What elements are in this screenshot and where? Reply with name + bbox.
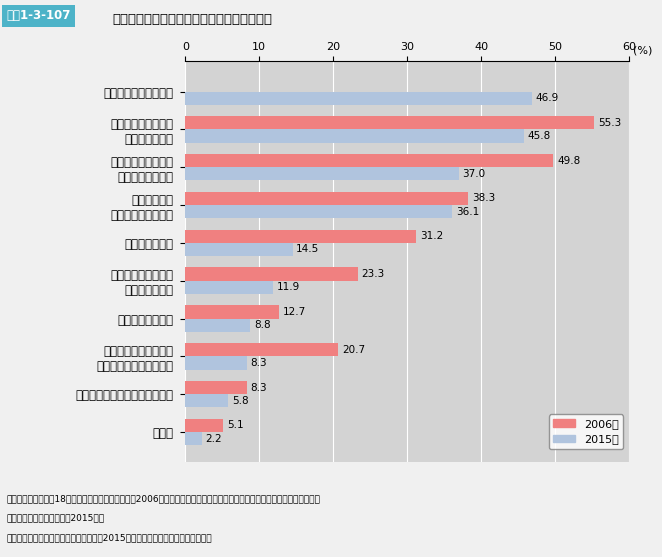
Bar <box>185 356 247 370</box>
Bar <box>185 343 338 356</box>
Text: 8.3: 8.3 <box>250 383 267 393</box>
Legend: 2006年, 2015年: 2006年, 2015年 <box>549 414 624 449</box>
Bar <box>185 167 459 180</box>
Text: 23.3: 23.3 <box>361 269 385 279</box>
Bar <box>185 243 293 256</box>
Text: 55.3: 55.3 <box>598 118 621 128</box>
Text: (%): (%) <box>633 46 652 56</box>
Text: 5.8: 5.8 <box>232 396 248 406</box>
Bar <box>185 116 594 129</box>
Bar <box>185 305 279 319</box>
Bar <box>185 154 553 167</box>
Text: 37.0: 37.0 <box>463 169 486 179</box>
Bar <box>185 319 250 332</box>
Text: 49.8: 49.8 <box>557 155 581 165</box>
Bar <box>185 91 532 105</box>
Text: 地域のつながりが弱くなっていると思う理由: 地域のつながりが弱くなっていると思う理由 <box>113 13 273 26</box>
Bar <box>185 205 452 218</box>
Text: 8.8: 8.8 <box>254 320 271 330</box>
Text: 20.7: 20.7 <box>342 345 365 355</box>
Bar <box>185 381 247 394</box>
Text: （注）　「少子高齢化や人口減少」は、2015年の調査で追加した選択肢である。: （注） 「少子高齢化や人口減少」は、2015年の調査で追加した選択肢である。 <box>7 533 213 543</box>
Text: 2.2: 2.2 <box>205 434 222 444</box>
Text: 5.1: 5.1 <box>227 421 244 431</box>
Bar <box>185 432 202 445</box>
Text: 46.9: 46.9 <box>536 93 559 103</box>
Text: 11.9: 11.9 <box>277 282 301 292</box>
Text: 36.1: 36.1 <box>456 207 479 217</box>
Text: 関する意識調査」（2015年）: 関する意識調査」（2015年） <box>7 514 105 523</box>
Bar <box>185 267 357 281</box>
Bar <box>185 419 223 432</box>
Bar <box>185 192 469 205</box>
Text: 14.5: 14.5 <box>297 245 320 255</box>
Text: 資料：内閣府「平成18年度国民生活選好度調査」（2006年）、厚生労働省政策統括官付政策評価官室委託「人口減少社会に: 資料：内閣府「平成18年度国民生活選好度調査」（2006年）、厚生労働省政策統括… <box>7 494 320 504</box>
Bar <box>185 394 228 408</box>
Text: 12.7: 12.7 <box>283 307 307 317</box>
Text: 38.3: 38.3 <box>472 193 495 203</box>
Bar <box>185 129 524 143</box>
Text: 図表1-3-107: 図表1-3-107 <box>7 9 71 22</box>
Text: 45.8: 45.8 <box>528 131 551 141</box>
Bar <box>185 281 273 294</box>
Text: 8.3: 8.3 <box>250 358 267 368</box>
Bar <box>185 229 416 243</box>
Text: 31.2: 31.2 <box>420 231 443 241</box>
